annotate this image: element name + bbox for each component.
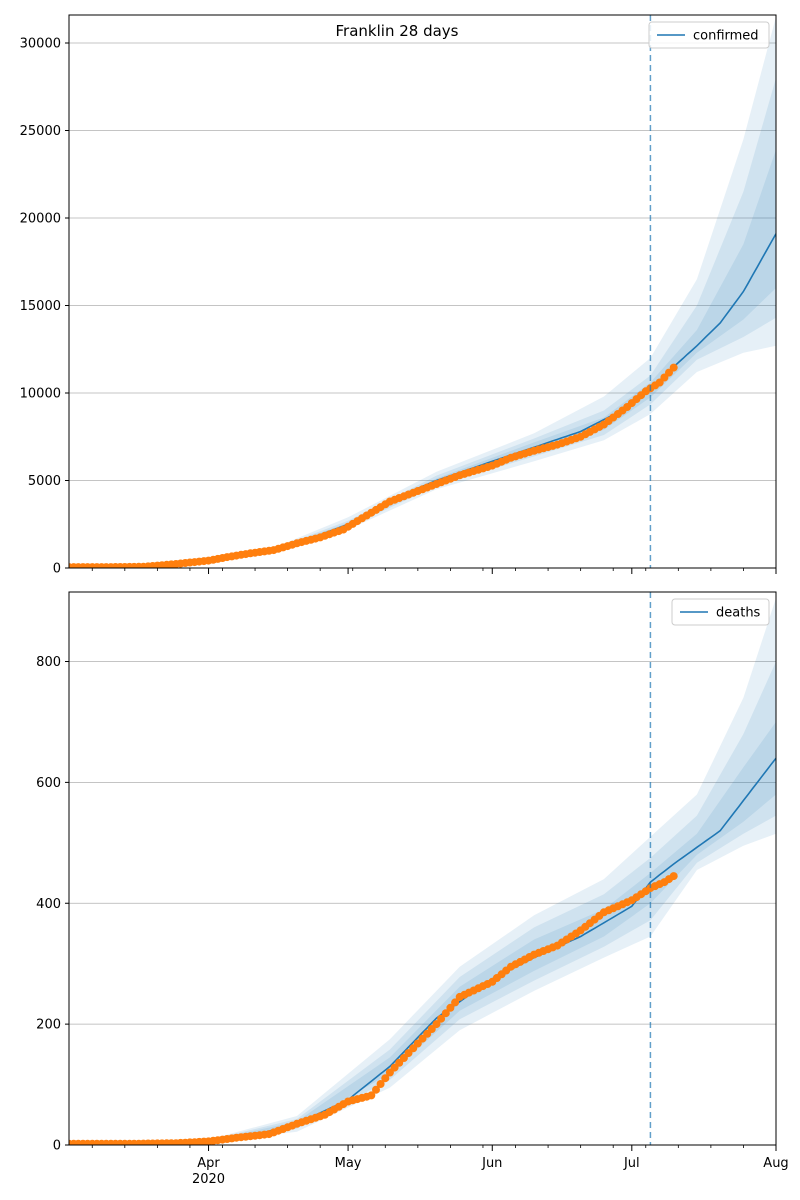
observed-point	[376, 1080, 385, 1088]
y-tick-label: 10000	[20, 387, 61, 402]
axes-frame	[68, 14, 777, 569]
legend: confirmed	[648, 21, 770, 49]
legend-box	[671, 598, 770, 626]
x-tick-label: May	[335, 1156, 362, 1171]
plot-area	[69, 16, 776, 568]
observed-point	[669, 872, 678, 881]
x-tick-label: Jul	[623, 1156, 640, 1171]
x-tick-sublabel: 2020	[192, 1172, 225, 1187]
axes-frame	[68, 591, 777, 1146]
observed-points	[69, 363, 678, 568]
legend-label: deaths	[716, 606, 761, 621]
x-tick-label: Jun	[481, 1156, 502, 1171]
observed-point	[432, 1020, 441, 1029]
deaths-line	[69, 757, 776, 1145]
y-tick-label: 0	[53, 562, 61, 577]
y-tick-label: 25000	[20, 124, 61, 139]
legend: deaths	[671, 598, 770, 626]
observed-point	[665, 368, 673, 377]
legend-box	[648, 21, 770, 49]
confirmed-line	[69, 233, 776, 568]
observed-point	[655, 378, 664, 387]
observed-point	[437, 1014, 446, 1023]
y-tick-label: 0	[53, 1139, 61, 1154]
y-tick-label: 600	[36, 776, 61, 791]
y-tick-label: 200	[36, 1018, 61, 1033]
observed-point	[441, 1009, 450, 1018]
y-tick-label: 15000	[20, 299, 61, 314]
y-tick-label: 20000	[20, 212, 61, 227]
y-tick-label: 30000	[20, 37, 61, 52]
x-tick-label: Aug	[763, 1156, 788, 1171]
chart-title: Franklin 28 days	[336, 22, 459, 40]
y-tick-label: 800	[36, 655, 61, 670]
observed-point	[381, 1074, 390, 1083]
observed-point	[367, 1091, 376, 1100]
legend-label: confirmed	[693, 29, 759, 44]
interval-band-3	[69, 721, 776, 1144]
plot-area	[69, 598, 776, 1145]
observed-points	[69, 872, 678, 1145]
x-tick-label: Apr	[197, 1156, 220, 1171]
observed-point	[451, 998, 460, 1007]
confirmed-panel: 0 5000 10000 15000 20000 25000 30000 Franklin 2…	[20, 14, 777, 577]
observed-point	[372, 1085, 380, 1094]
observed-point	[669, 363, 678, 372]
y-tick-label: 5000	[28, 474, 61, 489]
observed-point	[446, 1003, 455, 1012]
y-tick-label: 400	[36, 897, 61, 912]
